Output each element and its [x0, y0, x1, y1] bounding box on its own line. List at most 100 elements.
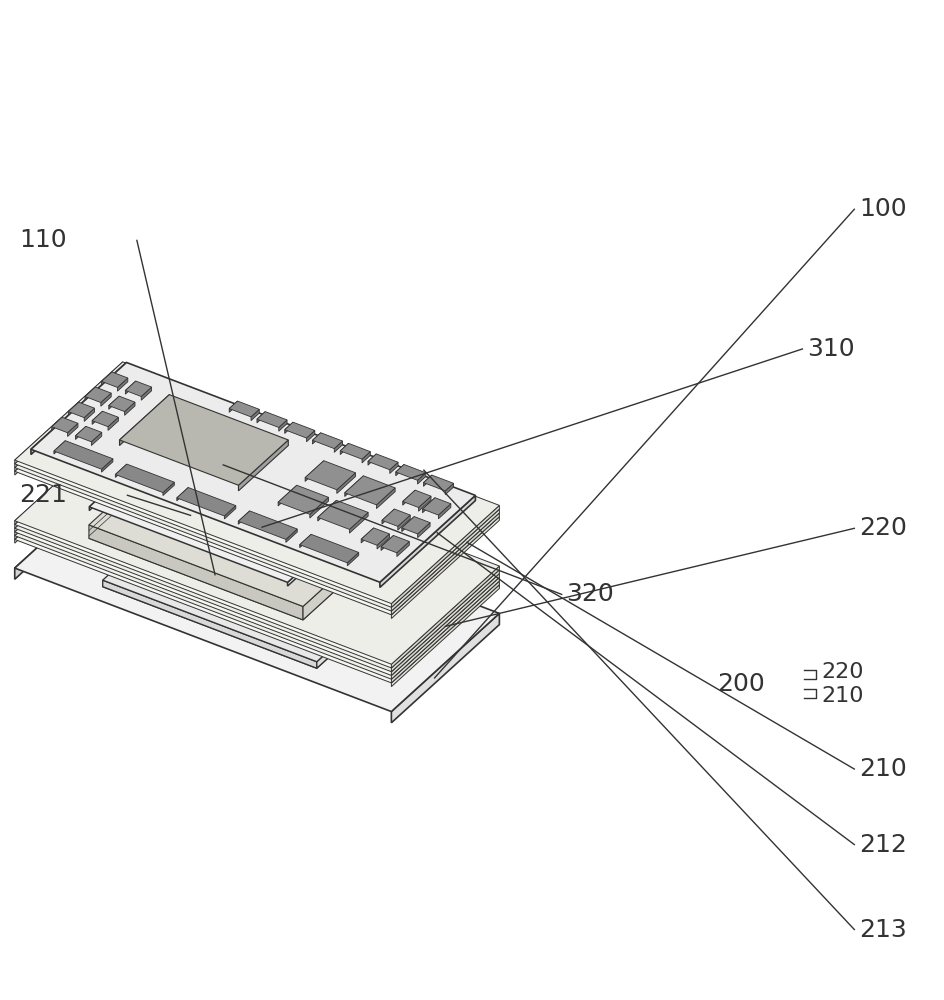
Polygon shape [368, 454, 398, 470]
Polygon shape [392, 581, 499, 683]
Text: 310: 310 [807, 337, 854, 361]
Polygon shape [239, 440, 288, 491]
Polygon shape [381, 535, 410, 553]
Polygon shape [396, 464, 426, 480]
Polygon shape [15, 366, 123, 468]
Polygon shape [312, 433, 343, 449]
Polygon shape [334, 441, 343, 452]
Polygon shape [177, 487, 188, 501]
Polygon shape [230, 537, 287, 592]
Polygon shape [340, 443, 370, 459]
Polygon shape [278, 485, 329, 514]
Polygon shape [382, 509, 395, 524]
Polygon shape [76, 426, 102, 442]
Polygon shape [229, 401, 238, 412]
Polygon shape [318, 500, 336, 521]
Polygon shape [396, 464, 404, 476]
Polygon shape [392, 509, 499, 611]
Polygon shape [232, 490, 289, 545]
Polygon shape [89, 470, 378, 620]
Polygon shape [68, 423, 78, 436]
Polygon shape [278, 485, 296, 506]
Polygon shape [229, 401, 260, 417]
Polygon shape [299, 534, 312, 548]
Polygon shape [403, 490, 431, 508]
Polygon shape [381, 535, 394, 551]
Polygon shape [103, 512, 392, 662]
Polygon shape [31, 362, 126, 455]
Polygon shape [278, 420, 287, 431]
Polygon shape [120, 395, 169, 446]
Polygon shape [390, 462, 398, 473]
Polygon shape [109, 396, 119, 409]
Polygon shape [84, 408, 94, 421]
Text: 100: 100 [859, 197, 906, 221]
Polygon shape [101, 459, 113, 472]
Polygon shape [251, 409, 260, 421]
Polygon shape [125, 402, 135, 415]
Polygon shape [402, 517, 430, 534]
Polygon shape [104, 492, 356, 622]
Polygon shape [108, 417, 118, 430]
Polygon shape [68, 402, 78, 415]
Polygon shape [52, 417, 78, 433]
Polygon shape [228, 488, 285, 544]
Text: 213: 213 [859, 918, 907, 942]
Polygon shape [392, 505, 499, 607]
Polygon shape [294, 565, 356, 625]
Polygon shape [15, 426, 123, 528]
Polygon shape [397, 515, 411, 530]
Polygon shape [89, 525, 303, 620]
Polygon shape [396, 541, 410, 557]
Polygon shape [347, 552, 359, 566]
Polygon shape [115, 464, 126, 477]
Polygon shape [15, 362, 123, 464]
Text: 220: 220 [821, 662, 864, 682]
Polygon shape [126, 381, 136, 394]
Polygon shape [312, 433, 321, 444]
Polygon shape [177, 487, 236, 516]
Polygon shape [15, 373, 123, 475]
Polygon shape [362, 528, 374, 543]
Polygon shape [345, 476, 363, 497]
Text: 221: 221 [19, 483, 67, 507]
Polygon shape [286, 529, 297, 542]
Polygon shape [15, 369, 123, 471]
Polygon shape [234, 538, 346, 610]
Polygon shape [15, 366, 499, 607]
Polygon shape [285, 422, 293, 433]
Polygon shape [15, 430, 123, 532]
Polygon shape [15, 423, 499, 664]
Polygon shape [117, 378, 127, 391]
Polygon shape [377, 488, 396, 509]
Text: 212: 212 [859, 833, 907, 857]
Polygon shape [292, 512, 348, 568]
Polygon shape [108, 490, 287, 588]
Polygon shape [115, 464, 175, 493]
Polygon shape [402, 517, 414, 532]
Polygon shape [225, 506, 236, 519]
Polygon shape [106, 441, 285, 539]
Polygon shape [93, 411, 103, 424]
Polygon shape [303, 538, 378, 620]
Polygon shape [15, 470, 499, 712]
Polygon shape [15, 438, 123, 539]
Polygon shape [103, 580, 317, 668]
Polygon shape [103, 519, 392, 668]
Polygon shape [379, 495, 476, 587]
Text: 320: 320 [566, 582, 615, 606]
Polygon shape [349, 512, 368, 533]
Polygon shape [163, 482, 175, 496]
Polygon shape [285, 422, 314, 438]
Polygon shape [93, 411, 118, 427]
Text: 220: 220 [859, 516, 907, 540]
Polygon shape [392, 613, 499, 723]
Polygon shape [305, 461, 356, 490]
Polygon shape [238, 511, 297, 539]
Polygon shape [392, 574, 499, 675]
Polygon shape [337, 473, 356, 494]
Text: 200: 200 [716, 672, 765, 696]
Polygon shape [104, 492, 166, 553]
Polygon shape [290, 559, 346, 615]
Polygon shape [403, 490, 415, 505]
